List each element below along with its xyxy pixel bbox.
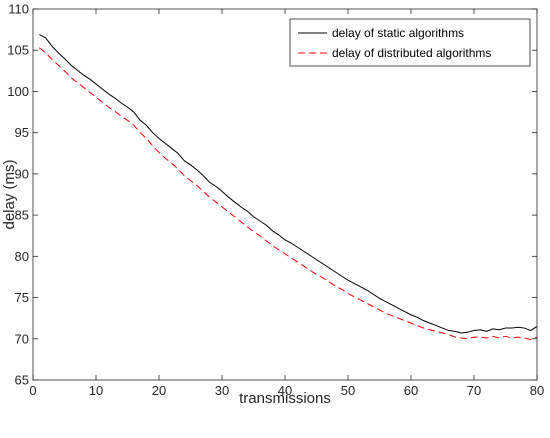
y-axis-label: delay (ms): [1, 159, 18, 229]
x-axis-label: transmissions: [239, 390, 331, 407]
y-tick-label: 70: [15, 331, 29, 346]
y-tick-label: 95: [15, 125, 29, 140]
y-tick-label: 100: [7, 84, 29, 99]
legend-box: [289, 18, 531, 67]
series-layer: [38, 34, 538, 341]
plot-area: [33, 9, 537, 380]
legend-label-distributed: delay of distributed algorithms: [332, 46, 491, 60]
series-line-distributed: [38, 47, 538, 341]
y-tick-label: 80: [15, 249, 29, 264]
series-line-static: [39, 34, 538, 334]
legend: delay of static algorithms delay of dist…: [289, 18, 531, 67]
x-tick-label: 0: [29, 383, 36, 398]
y-tick-label: 105: [7, 43, 29, 58]
x-tick-label: 10: [89, 383, 103, 398]
y-ticks: 65 70 75 80 85 90 95 100 105 110: [7, 2, 537, 388]
y-tick-label: 75: [15, 290, 29, 305]
x-tick-label: 80: [530, 383, 544, 398]
y-tick-label: 65: [15, 373, 29, 388]
x-tick-label: 30: [215, 383, 229, 398]
x-tick-label: 40: [278, 383, 292, 398]
y-tick-label: 110: [8, 2, 29, 17]
x-tick-label: 20: [152, 383, 166, 398]
x-tick-label: 60: [404, 383, 418, 398]
legend-label-static: delay of static algorithms: [332, 26, 464, 40]
x-tick-label: 70: [467, 383, 481, 398]
y-tick-label: 85: [15, 208, 29, 223]
y-tick-label: 90: [15, 166, 29, 181]
x-ticks: 0 10 20 30 40 50 60 70 80: [29, 9, 544, 398]
x-tick-label: 50: [341, 383, 355, 398]
